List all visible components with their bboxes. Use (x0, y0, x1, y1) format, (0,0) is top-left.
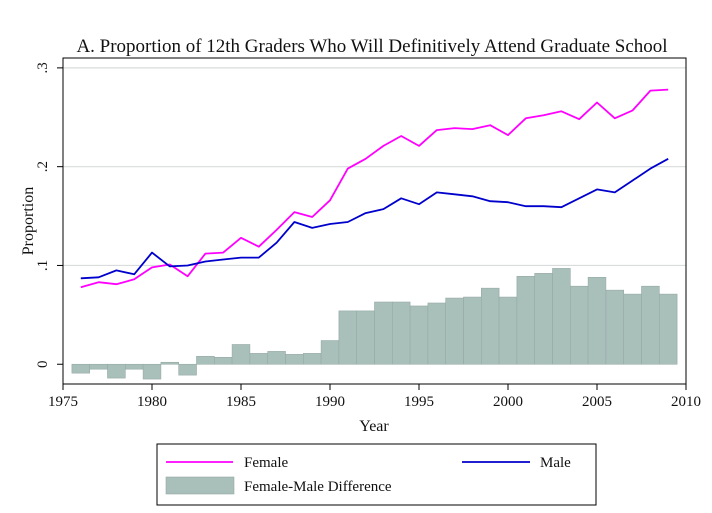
difference-bar (587, 277, 607, 365)
y-tick-label: .2 (35, 161, 51, 172)
female-line (80, 88, 669, 289)
difference-bar (463, 296, 482, 365)
chart-title: A. Proportion of 12th Graders Who Will D… (76, 36, 667, 57)
difference-bar (160, 361, 179, 365)
x-tick-label: 1980 (137, 394, 167, 410)
gridlines (63, 67, 686, 267)
difference-bar (89, 363, 108, 370)
legend-male-label: Male (540, 455, 571, 471)
x-tick-label: 1995 (404, 394, 434, 410)
difference-bar (267, 351, 286, 365)
difference-bar (71, 363, 91, 374)
x-tick-label: 2000 (493, 394, 523, 410)
difference-bar (107, 363, 126, 379)
y-tick-label: 0 (35, 360, 51, 368)
x-axis-label: Year (359, 418, 389, 435)
difference-bar (302, 353, 322, 365)
series-lines (80, 88, 669, 289)
x-tick-label: 2005 (582, 394, 612, 410)
male-line (80, 158, 669, 280)
difference-bar (214, 357, 233, 365)
difference-bar (498, 296, 518, 365)
x-tick-label: 1985 (226, 394, 256, 410)
difference-bar (320, 340, 340, 365)
difference-bar (534, 273, 553, 365)
y-tick-label: .3 (35, 62, 51, 73)
difference-bar (374, 301, 393, 365)
difference-bar (356, 310, 375, 365)
difference-bar (409, 305, 429, 365)
x-tick-label: 1975 (48, 394, 78, 410)
difference-bar (391, 301, 411, 365)
plot-frame (62, 57, 687, 385)
difference-bar (231, 344, 251, 365)
legend-difference-swatch (165, 476, 235, 495)
difference-bar (552, 268, 571, 365)
difference-bar (605, 289, 625, 365)
difference-bar (125, 363, 144, 370)
difference-bar (178, 363, 197, 376)
legend-box (156, 443, 597, 506)
difference-bar (249, 353, 268, 365)
legend-items: Female Male Female-Male Difference (165, 455, 571, 495)
x-tick-label: 1990 (315, 394, 345, 410)
difference-bar (445, 297, 464, 365)
difference-bar (623, 293, 642, 365)
x-tick-label: 2010 (671, 394, 701, 410)
axes: 0 .1 .2 .3 1975 1980 1985 1990 1995 2000 2005 2010 (35, 62, 701, 410)
legend: Female Male Female-Male Difference (156, 443, 597, 506)
difference-bar (196, 356, 215, 365)
legend-difference-label: Female-Male Difference (244, 479, 392, 495)
difference-bar (142, 363, 162, 380)
legend-female-label: Female (244, 455, 288, 471)
difference-bar (338, 310, 357, 365)
difference-bar (285, 354, 304, 365)
y-tick-label: .1 (35, 260, 51, 271)
difference-bar (658, 293, 678, 365)
difference-bar (641, 285, 660, 365)
difference-bars (71, 268, 678, 380)
difference-bar (516, 276, 536, 365)
difference-bar (480, 287, 500, 365)
y-axis-label: Proportion (20, 187, 37, 255)
difference-bar (427, 302, 446, 365)
difference-bar (569, 285, 589, 365)
